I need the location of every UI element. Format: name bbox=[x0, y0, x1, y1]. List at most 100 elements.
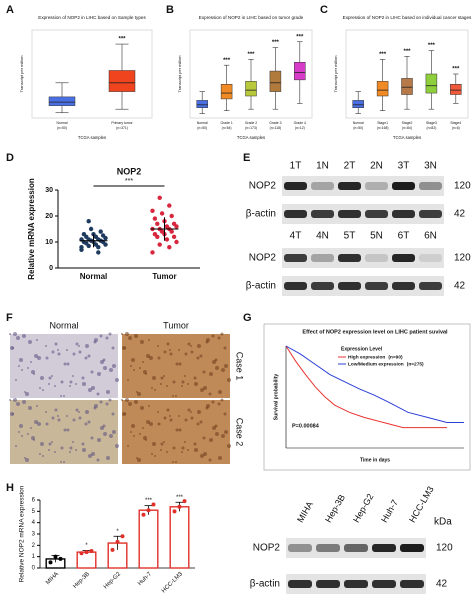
blot-band bbox=[419, 282, 442, 290]
blot-band bbox=[311, 282, 334, 290]
ihc-nucleus bbox=[22, 400, 26, 404]
ihc-nucleus bbox=[81, 442, 85, 446]
ihc-nucleus bbox=[200, 454, 204, 458]
ihc-nucleus bbox=[190, 411, 192, 413]
data-point bbox=[89, 549, 94, 553]
ihc-nucleus bbox=[133, 435, 135, 437]
ihc-nucleus bbox=[166, 385, 168, 387]
ihc-nucleus bbox=[88, 388, 92, 392]
ihc-nucleus bbox=[208, 392, 212, 396]
column-label: Normal bbox=[49, 320, 78, 330]
lane-label: 4T bbox=[290, 231, 302, 242]
ihc-nucleus bbox=[203, 452, 207, 456]
blot-band bbox=[419, 210, 442, 218]
lane-label: 1N bbox=[316, 161, 329, 172]
ihc-nucleus bbox=[199, 354, 203, 358]
ihc-nucleus bbox=[109, 434, 113, 438]
y-tick-label: 3 bbox=[32, 532, 36, 538]
ihc-nucleus bbox=[96, 392, 100, 396]
ihc-nucleus bbox=[60, 395, 62, 397]
box bbox=[196, 100, 208, 108]
box bbox=[245, 81, 257, 97]
ihc-nucleus bbox=[30, 361, 32, 363]
ihc-nucleus bbox=[81, 376, 85, 380]
ihc-nucleus bbox=[57, 418, 61, 422]
box bbox=[220, 84, 233, 100]
ihc-nucleus bbox=[106, 456, 110, 460]
ihc-nucleus bbox=[223, 346, 227, 350]
ihc-nucleus bbox=[54, 385, 56, 387]
ihc-nucleus bbox=[220, 398, 224, 402]
ihc-nucleus bbox=[45, 345, 47, 347]
ihc-nucleus bbox=[45, 422, 49, 426]
ihc-nucleus bbox=[217, 402, 221, 406]
data-point bbox=[151, 502, 156, 507]
ihc-nucleus bbox=[187, 342, 191, 346]
ihc-nucleus bbox=[111, 412, 115, 416]
ihc-nucleus bbox=[99, 334, 103, 338]
panel-letter: H bbox=[6, 482, 14, 494]
lane-label: Huh-7 bbox=[379, 498, 400, 524]
legend-label: High expression bbox=[348, 354, 385, 360]
y-axis-label: Survival probability bbox=[273, 374, 279, 421]
data-point bbox=[86, 219, 91, 224]
ihc-nucleus bbox=[69, 380, 73, 384]
x-axis-label: TCGA samples bbox=[393, 135, 421, 140]
ihc-nucleus bbox=[136, 391, 138, 393]
lane-label: 2T bbox=[344, 161, 356, 172]
y-tick-label: 2 bbox=[32, 543, 36, 549]
ihc-nucleus bbox=[221, 368, 225, 372]
significance: *** bbox=[145, 498, 153, 504]
data-point bbox=[152, 232, 158, 237]
x-tick-sublabel: (n=54) bbox=[222, 126, 232, 130]
ihc-nucleus bbox=[30, 427, 32, 429]
ihc-nucleus bbox=[48, 449, 50, 451]
ihc-nucleus bbox=[34, 354, 38, 358]
blot-band bbox=[344, 544, 368, 552]
ihc-nucleus bbox=[112, 430, 116, 434]
ihc-nucleus bbox=[75, 342, 79, 346]
ihc-nucleus bbox=[187, 408, 191, 412]
ihc-nucleus bbox=[160, 376, 164, 380]
x-axis-label: TCGA samples bbox=[78, 135, 106, 140]
data-point bbox=[100, 233, 106, 238]
ihc-nucleus bbox=[130, 365, 132, 367]
ihc-nucleus bbox=[166, 342, 170, 346]
ihc-nucleus bbox=[48, 376, 52, 380]
blot-band bbox=[365, 182, 388, 190]
ihc-nucleus bbox=[163, 441, 165, 443]
ihc-nucleus bbox=[28, 340, 32, 344]
ihc-nucleus bbox=[122, 412, 126, 416]
data-point bbox=[48, 560, 53, 565]
ihc-nucleus bbox=[137, 392, 141, 396]
ihc-nucleus bbox=[15, 379, 17, 381]
size-label: 42 bbox=[436, 579, 448, 590]
significance: *** bbox=[125, 178, 133, 185]
ihc-nucleus bbox=[103, 366, 107, 370]
data-point bbox=[120, 534, 125, 539]
ihc-nucleus bbox=[202, 436, 206, 440]
ihc-nucleus bbox=[227, 444, 231, 448]
data-point bbox=[96, 250, 101, 255]
ihc-nucleus bbox=[205, 340, 209, 344]
y-axis-label: Relative NOP2 mRNA expression bbox=[19, 485, 26, 582]
blot-band bbox=[284, 182, 307, 190]
ihc-nucleus bbox=[18, 431, 20, 433]
row-label: NOP2 bbox=[253, 543, 281, 554]
ihc-nucleus bbox=[151, 387, 153, 389]
ihc-nucleus bbox=[211, 334, 215, 338]
x-tick-label: Grade 1 bbox=[220, 121, 232, 125]
size-label: 120 bbox=[454, 181, 471, 192]
plot-frame bbox=[189, 29, 313, 119]
ihc-nucleus bbox=[16, 336, 20, 340]
blot-band bbox=[316, 580, 340, 588]
ihc-nucleus bbox=[93, 406, 97, 410]
ihc-nucleus bbox=[10, 346, 14, 350]
data-point bbox=[98, 229, 103, 234]
significance: * bbox=[85, 543, 88, 549]
survival-curve bbox=[285, 345, 464, 423]
data-point bbox=[81, 232, 87, 237]
ihc-nucleus bbox=[15, 445, 17, 447]
x-tick-label: Grade 4 bbox=[294, 121, 306, 125]
